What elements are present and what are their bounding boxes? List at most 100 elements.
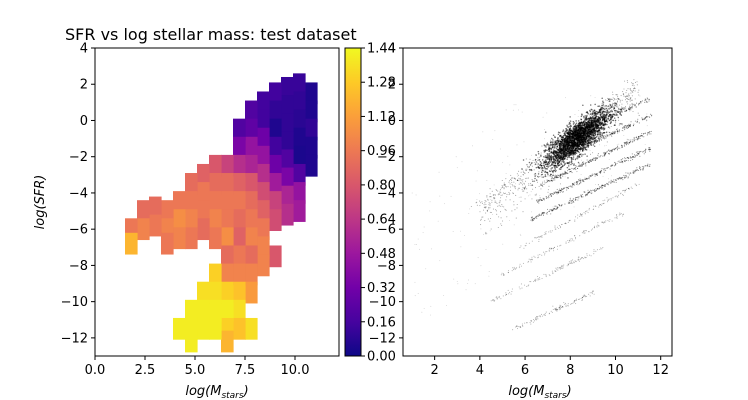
scatter-point	[545, 212, 547, 214]
scatter-point	[556, 154, 559, 157]
scatter-point	[609, 119, 611, 121]
scatter-point	[555, 143, 557, 146]
heatmap-cell	[245, 263, 258, 286]
scatter-point	[631, 105, 634, 107]
scatter-point	[577, 156, 579, 159]
colorbar-tick-label: 0.32	[367, 281, 396, 296]
scatter-point	[524, 172, 526, 174]
scatter-point	[628, 172, 630, 174]
scatter-point	[522, 262, 524, 264]
scatter-point	[494, 200, 496, 202]
scatter-point	[561, 152, 564, 155]
scatter-point	[570, 156, 572, 159]
scatter-point	[606, 118, 608, 120]
scatter-point	[550, 208, 552, 211]
scatter-point	[630, 121, 632, 123]
scatter-point	[588, 133, 590, 135]
scatter-point	[580, 144, 583, 147]
scatter-point	[572, 186, 574, 188]
scatter-point	[605, 116, 608, 118]
scatter-point	[536, 181, 538, 183]
scatter-point	[503, 206, 505, 208]
scatter-point	[586, 121, 588, 123]
scatter-point	[623, 189, 625, 192]
scatter-point	[523, 247, 525, 249]
scatter-point	[554, 146, 556, 148]
scatter-point	[539, 164, 541, 166]
scatter-point	[648, 100, 650, 102]
scatter-point	[602, 135, 604, 137]
scatter-point	[610, 149, 612, 152]
scatter-point	[537, 157, 539, 159]
scatter-point	[583, 117, 585, 119]
heatmap-cell	[257, 182, 270, 204]
heatmap-cell	[173, 317, 186, 340]
scatter-point	[540, 152, 542, 154]
scatter-point	[542, 197, 544, 199]
scatter-point	[560, 244, 562, 246]
scatter-point	[573, 149, 575, 152]
scatter-point	[597, 105, 599, 108]
scatter-point	[594, 113, 596, 115]
scatter-point	[586, 162, 588, 164]
scatter-point	[518, 170, 520, 172]
left-y-tick-label: −10	[61, 295, 88, 310]
scatter-point	[616, 148, 618, 150]
scatter-point	[623, 93, 625, 95]
scatter-point	[600, 127, 602, 129]
scatter-point	[536, 161, 538, 163]
scatter-point	[608, 100, 611, 102]
scatter-point	[603, 172, 605, 174]
scatter-point	[603, 170, 605, 172]
scatter-point	[530, 182, 532, 184]
scatter-point	[508, 181, 510, 183]
scatter-point	[640, 101, 642, 103]
scatter-point	[611, 110, 613, 113]
scatter-point	[597, 124, 599, 127]
scatter-point	[604, 137, 606, 139]
scatter-point	[592, 144, 595, 146]
scatter-point	[585, 165, 587, 167]
scatter-point	[606, 141, 608, 143]
scatter-point	[525, 158, 527, 160]
scatter-point	[585, 126, 587, 129]
scatter-point	[583, 136, 585, 139]
scatter-point	[617, 132, 619, 134]
scatter-point	[575, 120, 577, 122]
scatter-point	[540, 169, 542, 171]
scatter-point	[559, 245, 561, 247]
scatter-point	[520, 182, 522, 184]
scatter-point	[558, 204, 560, 206]
scatter-point	[597, 127, 600, 129]
scatter-point	[620, 111, 622, 113]
scatter-point	[554, 144, 556, 146]
scatter-point	[589, 127, 591, 129]
scatter-point	[475, 202, 477, 204]
scatter-point	[637, 118, 639, 120]
scatter-point	[604, 117, 606, 120]
scatter-point	[603, 121, 605, 123]
scatter-point	[587, 212, 589, 214]
scatter-point	[505, 186, 507, 188]
scatter-point	[553, 151, 555, 153]
heatmap-cell	[293, 145, 306, 168]
scatter-point	[593, 225, 596, 227]
scatter-point	[587, 192, 589, 194]
scatter-point	[559, 135, 561, 138]
scatter-point	[543, 198, 546, 200]
scatter-point	[619, 177, 621, 179]
scatter-point	[598, 111, 601, 114]
scatter-point	[574, 152, 576, 154]
scatter-point	[537, 173, 540, 175]
scatter-point	[576, 137, 579, 139]
scatter-point	[593, 189, 596, 191]
scatter-point	[515, 194, 517, 197]
scatter-point	[484, 202, 486, 204]
scatter-point	[495, 201, 497, 203]
scatter-point	[512, 269, 515, 271]
scatter-point	[572, 198, 574, 200]
scatter-point	[566, 141, 568, 144]
scatter-point	[582, 148, 585, 151]
scatter-point	[596, 123, 598, 125]
scatter-point	[536, 217, 538, 219]
